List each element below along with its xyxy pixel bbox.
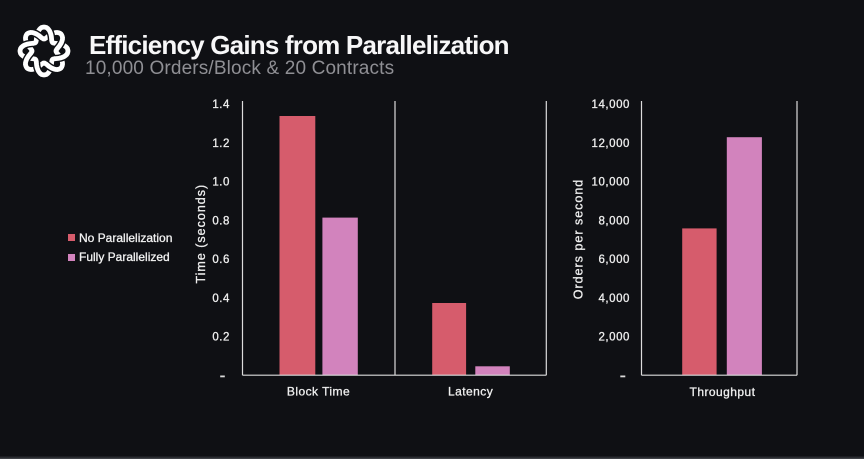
svg-text:0.8: 0.8	[212, 215, 230, 227]
svg-text:6,000: 6,000	[598, 254, 630, 266]
svg-text:Time (seconds): Time (seconds)	[194, 184, 208, 284]
svg-text:14,000: 14,000	[592, 99, 630, 111]
svg-text:12,000: 12,000	[592, 138, 630, 150]
svg-text:0.2: 0.2	[212, 332, 230, 344]
svg-text:1.4: 1.4	[212, 99, 230, 111]
svg-text:Throughput: Throughput	[690, 385, 756, 399]
svg-text:10,000: 10,000	[592, 177, 630, 189]
svg-text:0.4: 0.4	[212, 293, 230, 305]
svg-text:Orders per second: Orders per second	[572, 179, 586, 300]
svg-text:0.6: 0.6	[212, 254, 230, 266]
svg-text:1.0: 1.0	[212, 177, 230, 189]
svg-text:1.2: 1.2	[212, 138, 230, 150]
svg-text:4,000: 4,000	[598, 293, 630, 305]
svg-text:2,000: 2,000	[598, 332, 630, 344]
svg-text:Latency: Latency	[448, 385, 493, 399]
svg-text:Block Time: Block Time	[287, 385, 350, 399]
svg-text:8,000: 8,000	[598, 215, 630, 227]
